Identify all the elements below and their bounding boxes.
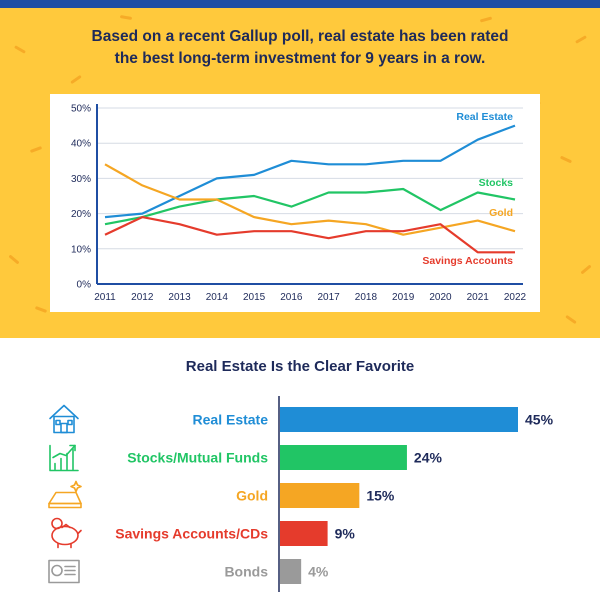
top-panel: Based on a recent Gallup poll, real esta… [0,8,600,338]
growth-chart-icon [49,444,79,472]
series-label: Real Estate [456,111,513,123]
gridlines [97,107,523,250]
series-label: Stocks [479,177,514,189]
bar-category-label: Real Estate [193,412,269,428]
confetti-piece [580,264,592,275]
x-tick-label: 2015 [243,292,266,303]
y-tick-label: 40% [71,139,91,150]
bar-category-label: Bonds [224,564,268,580]
certificate-icon [48,559,80,584]
confetti-piece [479,16,493,23]
bar-value-label: 9% [335,526,356,542]
bar-value-label: 24% [414,450,443,466]
series-line [104,187,516,226]
bar [280,445,407,470]
confetti-piece [559,155,573,164]
bar [280,483,360,508]
confetti-piece [14,45,26,54]
x-tick-label: 2011 [94,292,116,303]
x-tick-label: 2016 [280,292,303,303]
series-label: Gold [489,207,513,219]
x-tick-label: 2018 [355,292,378,303]
x-tick-label: 2020 [429,292,452,303]
bar [280,559,302,584]
bar [280,521,328,546]
headline-line-2: the best long-term investment for 9 year… [114,50,486,67]
line-chart: 0% 10% 20% 30% 40% 50% 2011 2012 2013 2014 2015 201… [71,104,527,304]
x-tick-label: 2014 [206,292,229,303]
bar-category-label: Stocks/Mutual Funds [127,450,268,466]
piggy-bank-icon [51,517,82,549]
confetti-piece [29,146,43,153]
y-tick-label: 30% [71,174,91,185]
x-tick-label: 2017 [318,292,341,303]
confetti-piece [34,306,48,313]
headline: Based on a recent Gallup poll, real esta… [40,26,560,70]
series-label: Savings Accounts [422,255,513,267]
series-line [104,124,516,219]
bar-category-label: Savings Accounts/CDs [115,526,268,542]
x-tick-label: 2021 [467,292,490,303]
x-tick-label: 2022 [504,292,527,303]
x-tick-label: 2012 [131,292,154,303]
bar-value-label: 45% [525,412,554,428]
bar [280,407,518,432]
bar-value-label: 4% [308,564,329,580]
series-line [104,163,516,236]
y-tick-label: 10% [71,244,91,255]
bar-value-label: 15% [366,488,395,504]
bar-chart-title: Real Estate Is the Clear Favorite [185,358,415,375]
y-tick-label: 0% [77,280,92,291]
x-tick-label: 2019 [392,292,415,303]
house-icon [49,404,79,434]
x-tick-label: 2013 [168,292,191,303]
gold-bar-icon [48,480,82,509]
confetti-piece [70,74,82,85]
top-band [0,0,600,8]
confetti-piece [119,14,133,21]
bar-chart: Real Estate 45% Stocks/Mutual Funds 24% Gold… [48,396,554,592]
confetti-piece [575,35,587,44]
series-line [104,215,515,254]
bar-category-label: Gold [236,488,268,504]
y-tick-label: 50% [71,104,91,115]
confetti-piece [565,314,577,325]
line-chart-card: 0% 10% 20% 30% 40% 50% 2011 2012 2013 2014 2015 201… [50,94,540,312]
headline-line-1: Based on a recent Gallup poll, real esta… [91,28,509,45]
confetti-piece [8,254,20,265]
y-tick-label: 20% [71,209,91,220]
